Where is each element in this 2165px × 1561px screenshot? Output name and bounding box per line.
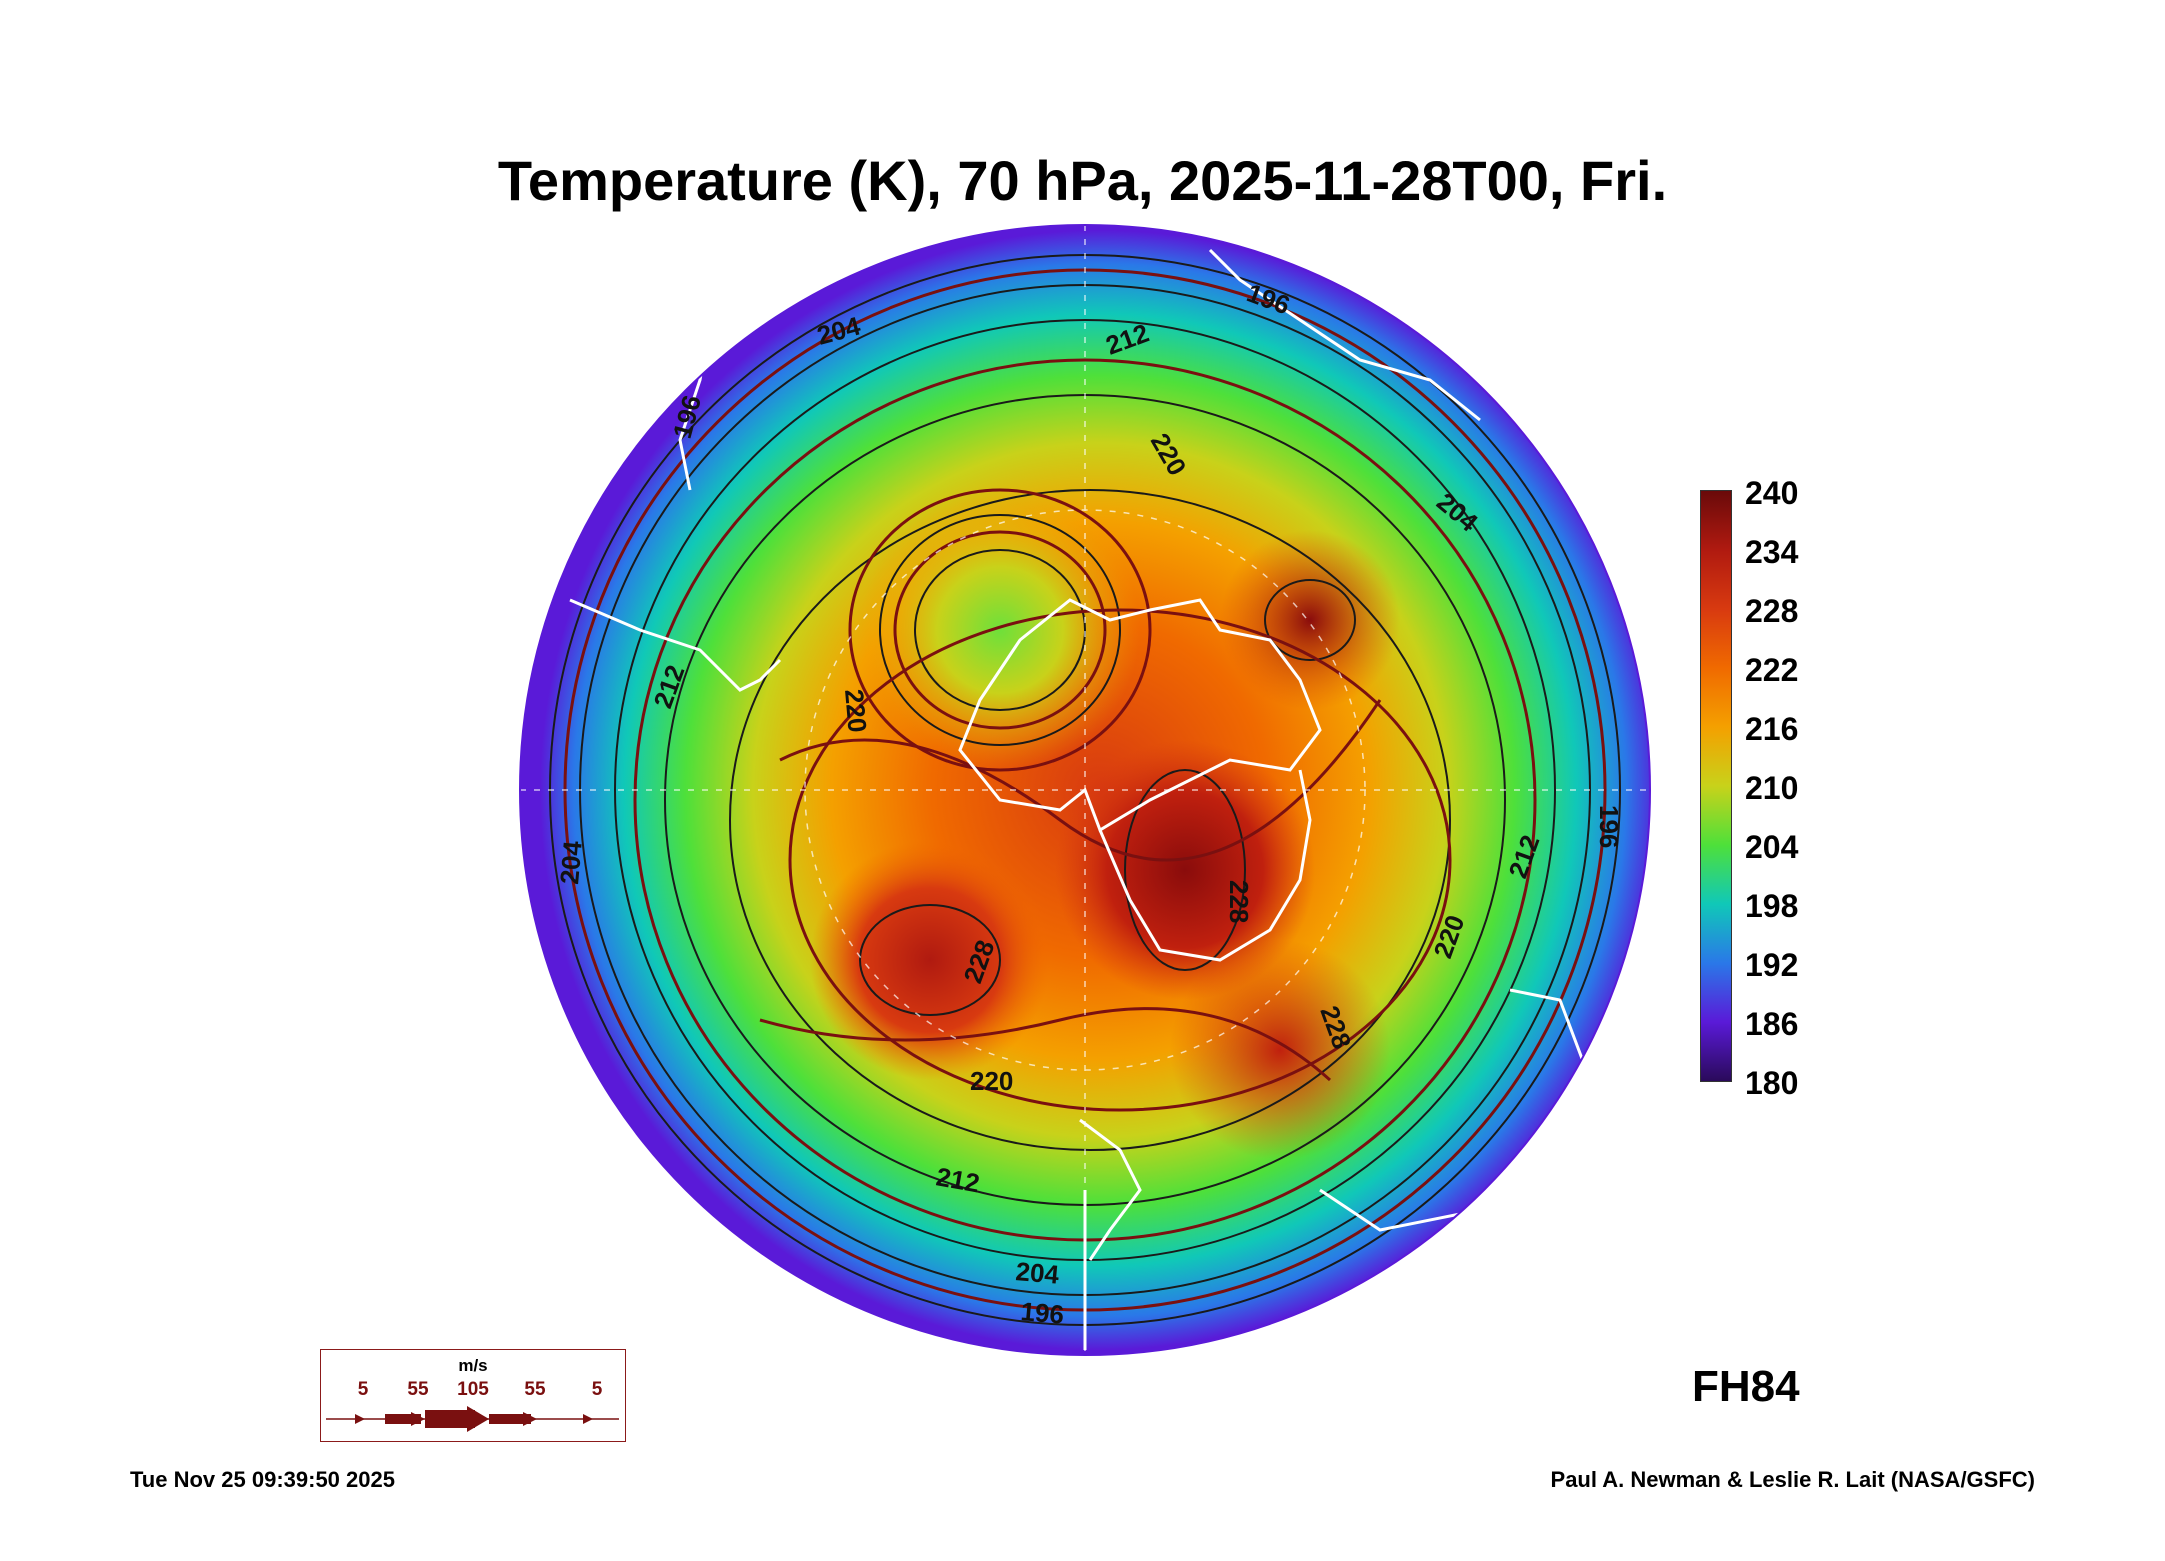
wind-key-arrow (326, 1406, 619, 1432)
contour-label: 220 (839, 688, 873, 734)
colorbar-label: 228 (1745, 593, 1799, 629)
colorbar-label: 240 (1745, 475, 1799, 511)
contour-label: 196 (1019, 1296, 1065, 1330)
contour-label: 204 (554, 839, 588, 885)
colorbar-label: 234 (1745, 534, 1799, 570)
colorbar-label: 198 (1745, 888, 1799, 924)
colorbar-label: 186 (1745, 1006, 1799, 1042)
contour-label: 204 (1014, 1256, 1060, 1290)
map-disc-border (519, 224, 1651, 1356)
wind-speed-key: m/s 5 55 105 55 5 (320, 1349, 626, 1442)
graticule (520, 225, 1650, 1355)
contour-label: 228 (1224, 880, 1254, 923)
colorbar-label: 216 (1745, 711, 1799, 747)
colorbar-label: 192 (1745, 947, 1799, 983)
forecast-hour-label: FH84 (1692, 1362, 1800, 1411)
contour-label: 212 (934, 1161, 982, 1198)
wind-key-label: 5 (357, 1379, 369, 1400)
contour-label: 196 (1594, 805, 1624, 848)
colorbar (1700, 490, 1732, 1082)
credit: Paul A. Newman & Leslie R. Lait (NASA/GS… (1550, 1467, 2035, 1492)
contour-label-group: 196 204 212 220 228 196 204 212 220 228 … (554, 277, 1624, 1329)
colorbar-label: 222 (1745, 652, 1799, 688)
wind-key-label: 55 (524, 1379, 546, 1400)
wind-key-label: 105 (457, 1379, 489, 1400)
map-title: Temperature (K), 70 hPa, 2025-11-28T00, … (497, 149, 1668, 212)
wind-key-unit: m/s (458, 1356, 488, 1375)
colorbar-label: 180 (1745, 1065, 1799, 1101)
wind-key-label: 5 (591, 1379, 603, 1400)
wind-key-label: 55 (407, 1379, 429, 1400)
timestamp: Tue Nov 25 09:39:50 2025 (130, 1467, 395, 1492)
colorbar-label: 204 (1745, 829, 1799, 865)
contour-label: 220 (970, 1066, 1013, 1096)
coastlines (569, 248, 1592, 1350)
colorbar-label: 210 (1745, 770, 1799, 806)
